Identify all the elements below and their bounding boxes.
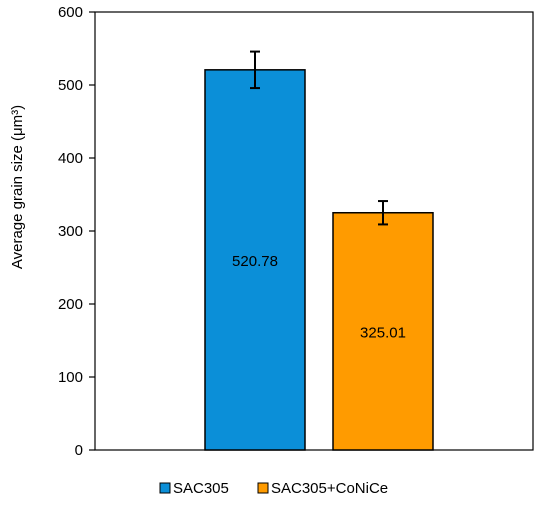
y-tick-label: 600 (58, 4, 83, 21)
plot-area-frame (94, 11, 534, 451)
y-axis-label: Average grain size (μm³) (9, 105, 26, 269)
bar-value-label: 325.01 (360, 324, 406, 341)
y-tick-label: 500 (58, 77, 83, 94)
legend-swatch (257, 482, 269, 494)
y-tick-label: 400 (58, 150, 83, 167)
y-tick-label: 300 (58, 223, 83, 240)
bar-value-label: 520.78 (232, 253, 278, 270)
y-tick-label: 200 (58, 296, 83, 313)
legend-label: SAC305+CoNiCe (271, 480, 388, 497)
bar-sac305 (204, 69, 306, 451)
y-tick-label: 100 (58, 369, 83, 386)
legend-swatch (159, 482, 171, 494)
legend-label: SAC305 (173, 480, 229, 497)
bars-group: 520.78 325.01 (204, 50, 434, 451)
bar-sac305-conice (332, 211, 434, 451)
y-tick-label: 0 (75, 442, 83, 459)
y-axis-ticks: 0 100 200 300 400 500 600 (58, 4, 95, 459)
legend: SAC305 SAC305+CoNiCe (159, 480, 388, 497)
